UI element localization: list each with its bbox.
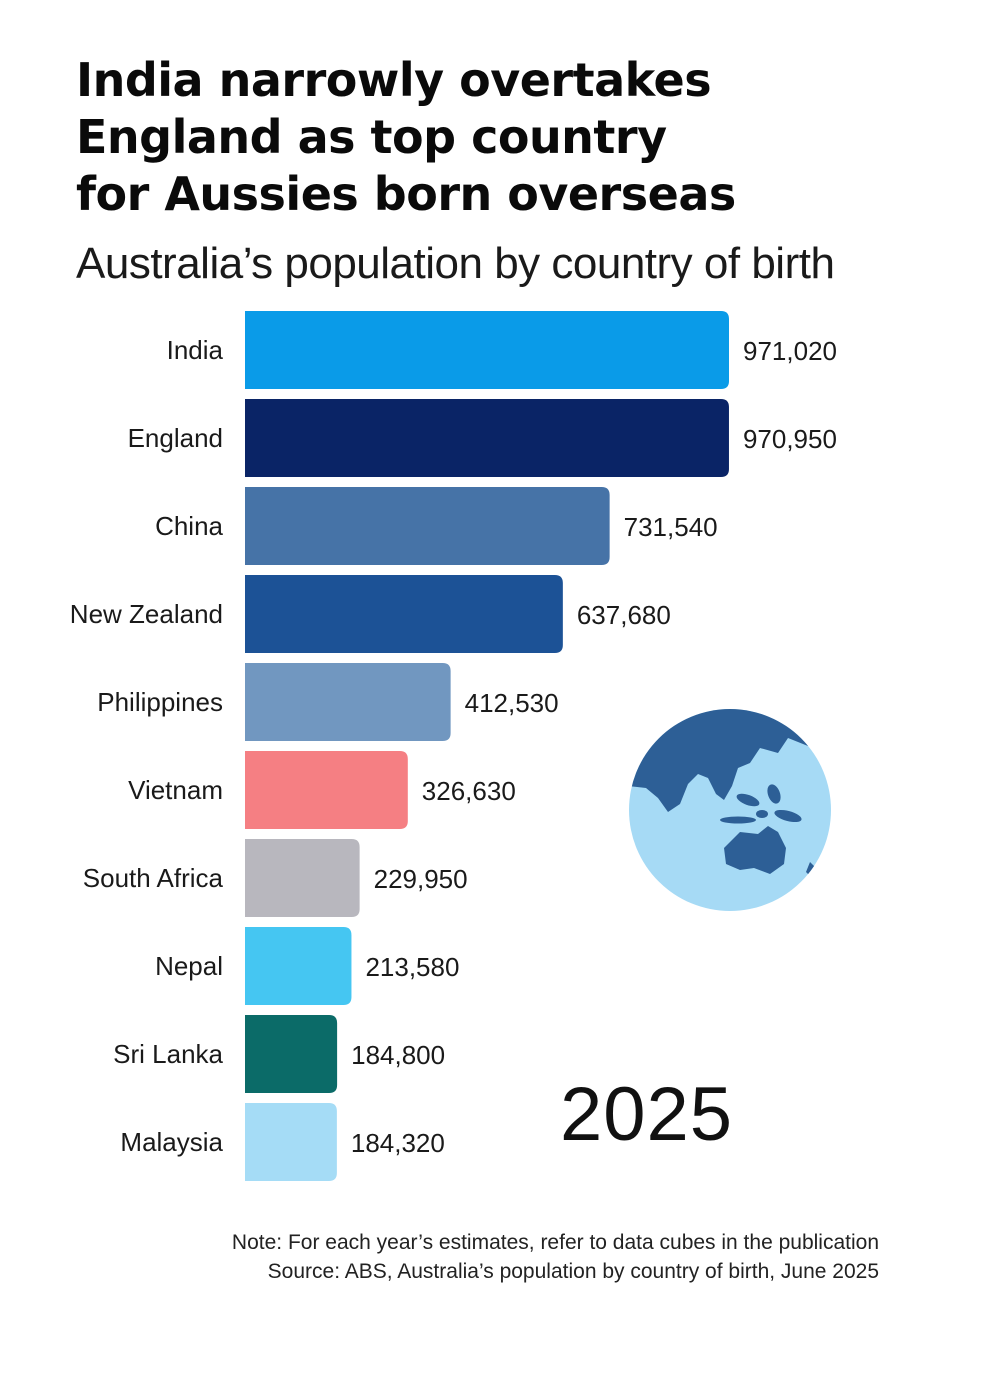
value-label: 971,020: [743, 336, 837, 366]
note-text: Note: For each year’s estimates, refer t…: [231, 1231, 879, 1254]
bar-vietnam: [245, 751, 408, 829]
value-label: 326,630: [422, 776, 516, 806]
bar-sri-lanka: [245, 1015, 338, 1093]
category-label: England: [128, 423, 223, 453]
value-label: 213,580: [365, 952, 459, 982]
category-label: Philippines: [97, 687, 223, 717]
chart-title: India narrowly overtakes England as top …: [76, 52, 956, 223]
category-label: Vietnam: [128, 775, 223, 805]
bar-malaysia: [245, 1103, 337, 1181]
category-label: Malaysia: [120, 1127, 223, 1157]
bar-philippines: [245, 663, 451, 741]
title-line: for Aussies born overseas: [76, 167, 736, 221]
footnote: Note: For each year’s estimates, refer t…: [232, 1228, 879, 1286]
category-label: New Zealand: [70, 599, 223, 629]
value-label: 184,800: [351, 1040, 445, 1070]
bar-nepal: [245, 927, 352, 1005]
bar-south-africa: [245, 839, 360, 917]
value-label: 412,530: [465, 688, 559, 718]
category-label: South Africa: [83, 863, 224, 893]
source-text: Source: ABS, Australia’s population by c…: [267, 1260, 879, 1283]
bar-england: [245, 399, 729, 477]
value-label: 637,680: [577, 600, 671, 630]
value-label: 184,320: [351, 1128, 445, 1158]
bar-chart: India 971,020 England 970,950 China 731,540 Ne…: [70, 311, 837, 1181]
globe-icon: [629, 709, 831, 911]
category-label: India: [167, 335, 224, 365]
bar-india: [245, 311, 729, 389]
bar-new-zealand: [245, 575, 563, 653]
title-line: England as top country: [76, 110, 667, 164]
value-label: 229,950: [374, 864, 468, 894]
category-label: Nepal: [155, 951, 223, 981]
value-label: 970,950: [743, 424, 837, 454]
bar-china: [245, 487, 610, 565]
year-label: 2025: [560, 1072, 734, 1157]
category-label: China: [155, 511, 223, 541]
chart-subtitle: Australia’s population by country of bir…: [76, 239, 835, 288]
category-label: Sri Lanka: [113, 1039, 223, 1069]
value-label: 731,540: [624, 512, 718, 542]
title-line: India narrowly overtakes: [76, 53, 712, 107]
